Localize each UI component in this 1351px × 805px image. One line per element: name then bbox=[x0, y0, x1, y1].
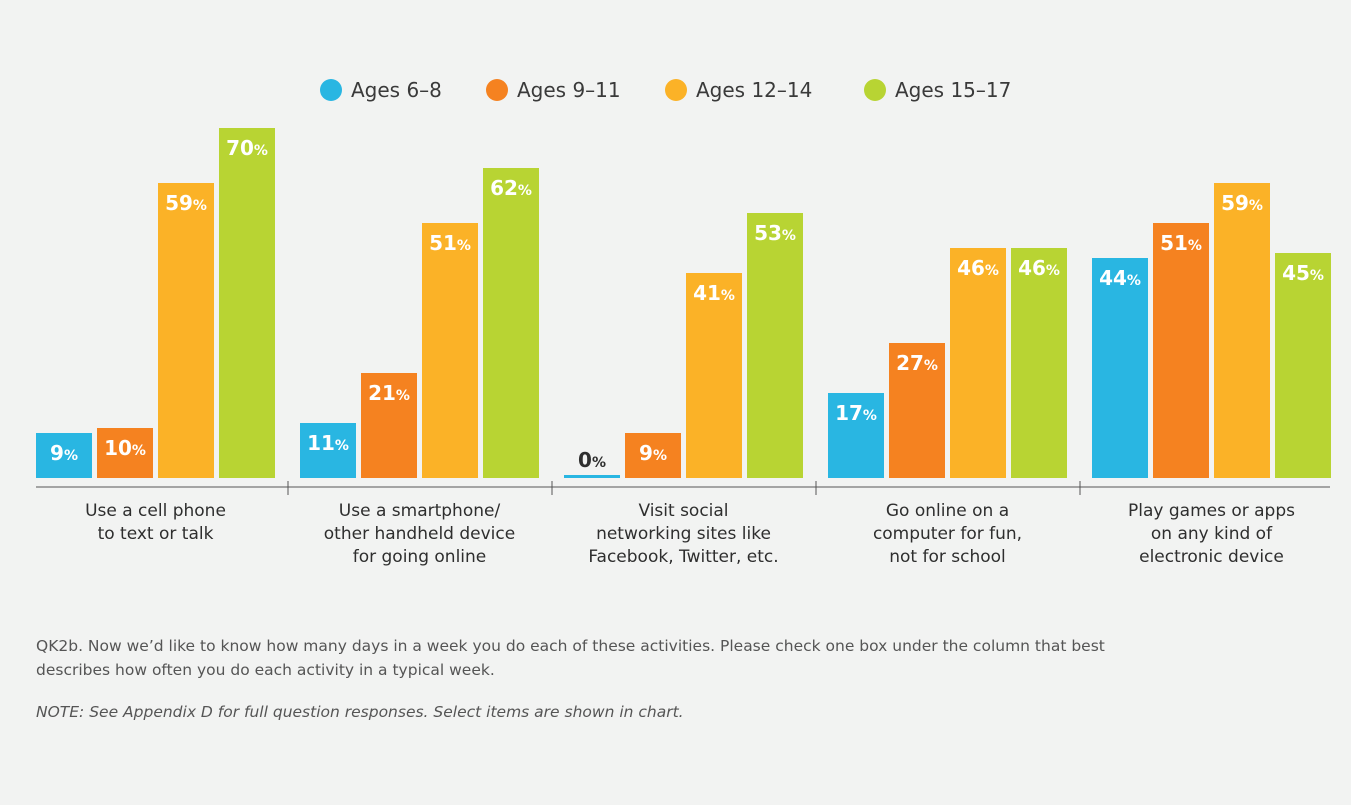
bar-value-label: 11% bbox=[307, 431, 349, 455]
legend-label: Ages 15–17 bbox=[895, 78, 1011, 102]
bar-value-label: 17% bbox=[835, 401, 877, 425]
bar-value-label: 9% bbox=[50, 441, 78, 465]
bar-value-label: 46% bbox=[1018, 256, 1060, 280]
bar bbox=[36, 433, 92, 478]
bar bbox=[1011, 248, 1067, 478]
chart-notes: QK2b. Now we’d like to know how many day… bbox=[36, 634, 1136, 724]
bar-value-label: 0% bbox=[578, 448, 606, 472]
bar-value-label: 9% bbox=[639, 441, 667, 465]
bar bbox=[889, 343, 945, 478]
category-label: Visit social networking sites like Faceboo… bbox=[588, 501, 778, 567]
category-label: Go online on a computer for fun, not for s… bbox=[873, 501, 1022, 567]
bar-chart: Ages 6–8 Ages 9–11 Ages 12–14 Ages 15–17 9%… bbox=[36, 78, 1331, 567]
legend-label: Ages 9–11 bbox=[517, 78, 621, 102]
bar bbox=[483, 168, 539, 478]
legend-swatch bbox=[665, 79, 687, 101]
bar-value-label: 10% bbox=[104, 436, 146, 460]
category-label: Use a cell phone to text or talk bbox=[85, 501, 226, 544]
bar bbox=[747, 213, 803, 478]
bar-value-label: 59% bbox=[1221, 191, 1263, 215]
bar-value-label: 59% bbox=[165, 191, 207, 215]
bar-value-label: 70% bbox=[226, 136, 268, 160]
bar bbox=[1092, 258, 1148, 478]
category-label: Use a smartphone/other handheld device fo… bbox=[324, 501, 515, 567]
legend-label: Ages 6–8 bbox=[351, 78, 442, 102]
chart-legend: Ages 6–8 Ages 9–11 Ages 12–14 Ages 15–17 bbox=[320, 78, 1011, 102]
bar bbox=[422, 223, 478, 478]
bar bbox=[300, 423, 356, 478]
bar bbox=[219, 128, 275, 478]
bar-value-label: 51% bbox=[1160, 231, 1202, 255]
bar bbox=[1275, 253, 1331, 478]
bar bbox=[625, 433, 681, 478]
bar bbox=[1153, 223, 1209, 478]
bar-value-label: 45% bbox=[1282, 261, 1324, 285]
bar bbox=[1214, 183, 1270, 478]
bar bbox=[361, 373, 417, 478]
bar-value-label: 27% bbox=[896, 351, 938, 375]
bar bbox=[158, 183, 214, 478]
bar-value-label: 53% bbox=[754, 221, 796, 245]
bar bbox=[564, 475, 620, 478]
legend-swatch bbox=[864, 79, 886, 101]
legend-label: Ages 12–14 bbox=[696, 78, 812, 102]
legend-swatch bbox=[486, 79, 508, 101]
x-axis: Use a cell phone to text or talk Use a sma… bbox=[36, 481, 1330, 567]
bar-value-label: 41% bbox=[693, 281, 735, 305]
bar-value-label: 51% bbox=[429, 231, 471, 255]
question-text: QK2b. Now we’d like to know how many day… bbox=[36, 637, 1105, 679]
bar-value-label: 44% bbox=[1099, 266, 1141, 290]
bar bbox=[686, 273, 742, 478]
bar-value-label: 46% bbox=[957, 256, 999, 280]
bar-value-label: 62% bbox=[490, 176, 532, 200]
note-text: NOTE: See Appendix D for full question r… bbox=[36, 703, 684, 721]
bar bbox=[950, 248, 1006, 478]
bar bbox=[97, 428, 153, 478]
bar-value-label: 21% bbox=[368, 381, 410, 405]
bars-group: 9% 10% 59% 70% 11% 21% 51% 62% 0% 9% 41% 53% 17% 27% 4… bbox=[36, 128, 1331, 478]
bar bbox=[828, 393, 884, 478]
category-label: Play games or apps on any kind of electron… bbox=[1128, 501, 1295, 567]
legend-swatch bbox=[320, 79, 342, 101]
